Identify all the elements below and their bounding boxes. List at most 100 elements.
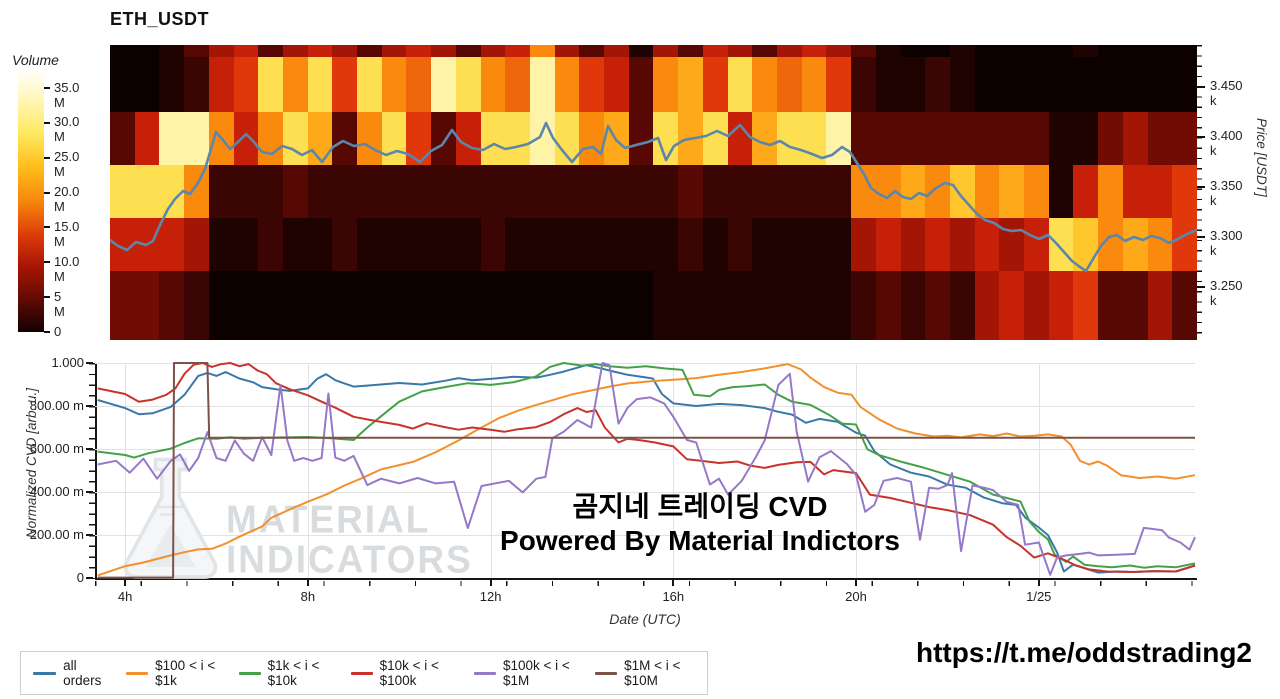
heatmap-cell bbox=[1048, 165, 1074, 218]
watermark-line1: MATERIAL bbox=[226, 497, 431, 541]
heatmap-cell bbox=[826, 165, 852, 218]
cvd-y-tick bbox=[86, 491, 93, 493]
legend-item-0[interactable]: all orders bbox=[33, 658, 107, 688]
heatmap-cell bbox=[653, 57, 679, 112]
heatmap-cell bbox=[727, 165, 753, 218]
heatmap-cell bbox=[529, 165, 555, 218]
cvd-y-tick bbox=[86, 448, 93, 450]
cvd-y-tick-label: 600.00 m bbox=[29, 441, 84, 456]
price-line-overlay bbox=[110, 121, 1197, 273]
colorbar-tick-label: 0 bbox=[54, 323, 62, 339]
heatmap-cell bbox=[826, 57, 852, 112]
heatmap-cell bbox=[1048, 271, 1074, 340]
cvd-x-tick bbox=[306, 579, 309, 586]
heatmap-cell bbox=[554, 271, 580, 340]
heatmap-cell bbox=[579, 45, 605, 57]
heatmap-cell bbox=[604, 165, 629, 218]
heatmap-cell bbox=[949, 165, 975, 218]
heatmap-cell bbox=[184, 271, 209, 340]
heatmap-cell bbox=[1098, 165, 1123, 218]
heatmap-cell bbox=[110, 112, 135, 165]
heatmap-cell bbox=[480, 218, 506, 271]
heatmap-cell bbox=[1147, 45, 1173, 57]
price-axis-label: Price [USDT] bbox=[1254, 118, 1269, 197]
heatmap-cell bbox=[1048, 112, 1074, 165]
gridline-vertical bbox=[856, 363, 858, 578]
heatmap-cell bbox=[653, 45, 679, 57]
cvd-x-axis-minor-ticks bbox=[95, 581, 1195, 586]
heatmap-cell bbox=[579, 112, 605, 165]
heatmap-cell bbox=[554, 165, 580, 218]
heatmap-cell bbox=[1024, 218, 1049, 271]
gridline-horizontal bbox=[95, 449, 1195, 450]
watermark-text: MATERIAL INDICATORS bbox=[226, 497, 473, 580]
heatmap-cell bbox=[1147, 57, 1173, 112]
price-tick bbox=[1197, 186, 1205, 188]
heatmap-cell bbox=[455, 218, 481, 271]
cvd-y-tick-label: 400.00 m bbox=[29, 484, 84, 499]
legend-swatch bbox=[350, 671, 373, 675]
cvd-x-tick-label: 20h bbox=[845, 589, 867, 604]
heatmap-cell bbox=[258, 45, 283, 57]
heatmap-cell bbox=[1073, 271, 1099, 340]
heatmap-cell bbox=[307, 218, 333, 271]
price-tick-label: 3.400 k bbox=[1210, 128, 1243, 158]
price-tick-label: 3.350 k bbox=[1210, 178, 1243, 208]
heatmap-cell bbox=[801, 218, 827, 271]
heatmap-cell bbox=[900, 45, 926, 57]
heatmap-cell bbox=[604, 218, 629, 271]
heatmap-cell bbox=[974, 271, 1000, 340]
heatmap-cell bbox=[554, 57, 580, 112]
legend-item-5[interactable]: $1M < i < $10M bbox=[595, 658, 695, 688]
heatmap-cell bbox=[925, 57, 950, 112]
heatmap-cell bbox=[381, 165, 407, 218]
heatmap-cell bbox=[653, 165, 679, 218]
heatmap-cell bbox=[1172, 218, 1197, 271]
legend-item-2[interactable]: $1k < i < $10k bbox=[238, 658, 332, 688]
gridline-horizontal bbox=[95, 363, 1195, 364]
heatmap-cell bbox=[134, 45, 160, 57]
caption-line1: 곰지네 트레이딩 CVD bbox=[572, 491, 828, 522]
heatmap-cell bbox=[233, 165, 259, 218]
heatmap-cell bbox=[406, 218, 432, 271]
heatmap-cell bbox=[1172, 57, 1197, 112]
legend-label: $10k < i < $100k bbox=[379, 658, 439, 688]
cvd-y-tick-label: 200.00 m bbox=[29, 527, 84, 542]
heatmap-cell bbox=[159, 218, 185, 271]
heatmap-cell bbox=[999, 218, 1025, 271]
price-tick-label: 3.450 k bbox=[1210, 78, 1243, 108]
heatmap-cell bbox=[702, 218, 728, 271]
price-tick-label: 3.300 k bbox=[1210, 228, 1243, 258]
colorbar-tick-label: 10.0 M bbox=[54, 253, 80, 284]
cvd-x-tick-label: 1/25 bbox=[1026, 589, 1052, 604]
heatmap-cell bbox=[776, 271, 802, 340]
heatmap-cell bbox=[900, 271, 926, 340]
heatmap-cell bbox=[628, 165, 654, 218]
telegram-link[interactable]: https://t.me/oddstrading2 bbox=[916, 637, 1252, 668]
gridline-horizontal bbox=[95, 535, 1195, 536]
heatmap-cell bbox=[851, 218, 876, 271]
heatmap-cell bbox=[480, 165, 506, 218]
heatmap-cell bbox=[949, 45, 975, 57]
cvd-x-tick bbox=[489, 579, 492, 586]
heatmap-cell bbox=[381, 45, 407, 57]
heatmap-cell bbox=[505, 57, 530, 112]
caption: 곰지네 트레이딩 CVD Powered By Material Indicto… bbox=[430, 490, 970, 558]
heatmap-cell bbox=[974, 57, 1000, 112]
heatmap-cell bbox=[678, 165, 703, 218]
heatmap-cell bbox=[999, 165, 1025, 218]
legend-item-1[interactable]: $100 < i < $1k bbox=[126, 658, 219, 688]
heatmap-cell bbox=[875, 45, 901, 57]
heatmap-cell bbox=[1024, 112, 1049, 165]
price-tick bbox=[1197, 86, 1205, 88]
heatmap-cell bbox=[184, 218, 209, 271]
legend-item-4[interactable]: $100k < i < $1M bbox=[474, 658, 576, 688]
heatmap-cell bbox=[1172, 165, 1197, 218]
heatmap-cell bbox=[159, 57, 185, 112]
heatmap-row bbox=[110, 271, 1197, 340]
legend-swatch bbox=[126, 671, 149, 675]
heatmap-cell bbox=[455, 45, 481, 57]
colorbar-tick-label: 5 M bbox=[54, 288, 65, 319]
legend-item-3[interactable]: $10k < i < $100k bbox=[350, 658, 455, 688]
